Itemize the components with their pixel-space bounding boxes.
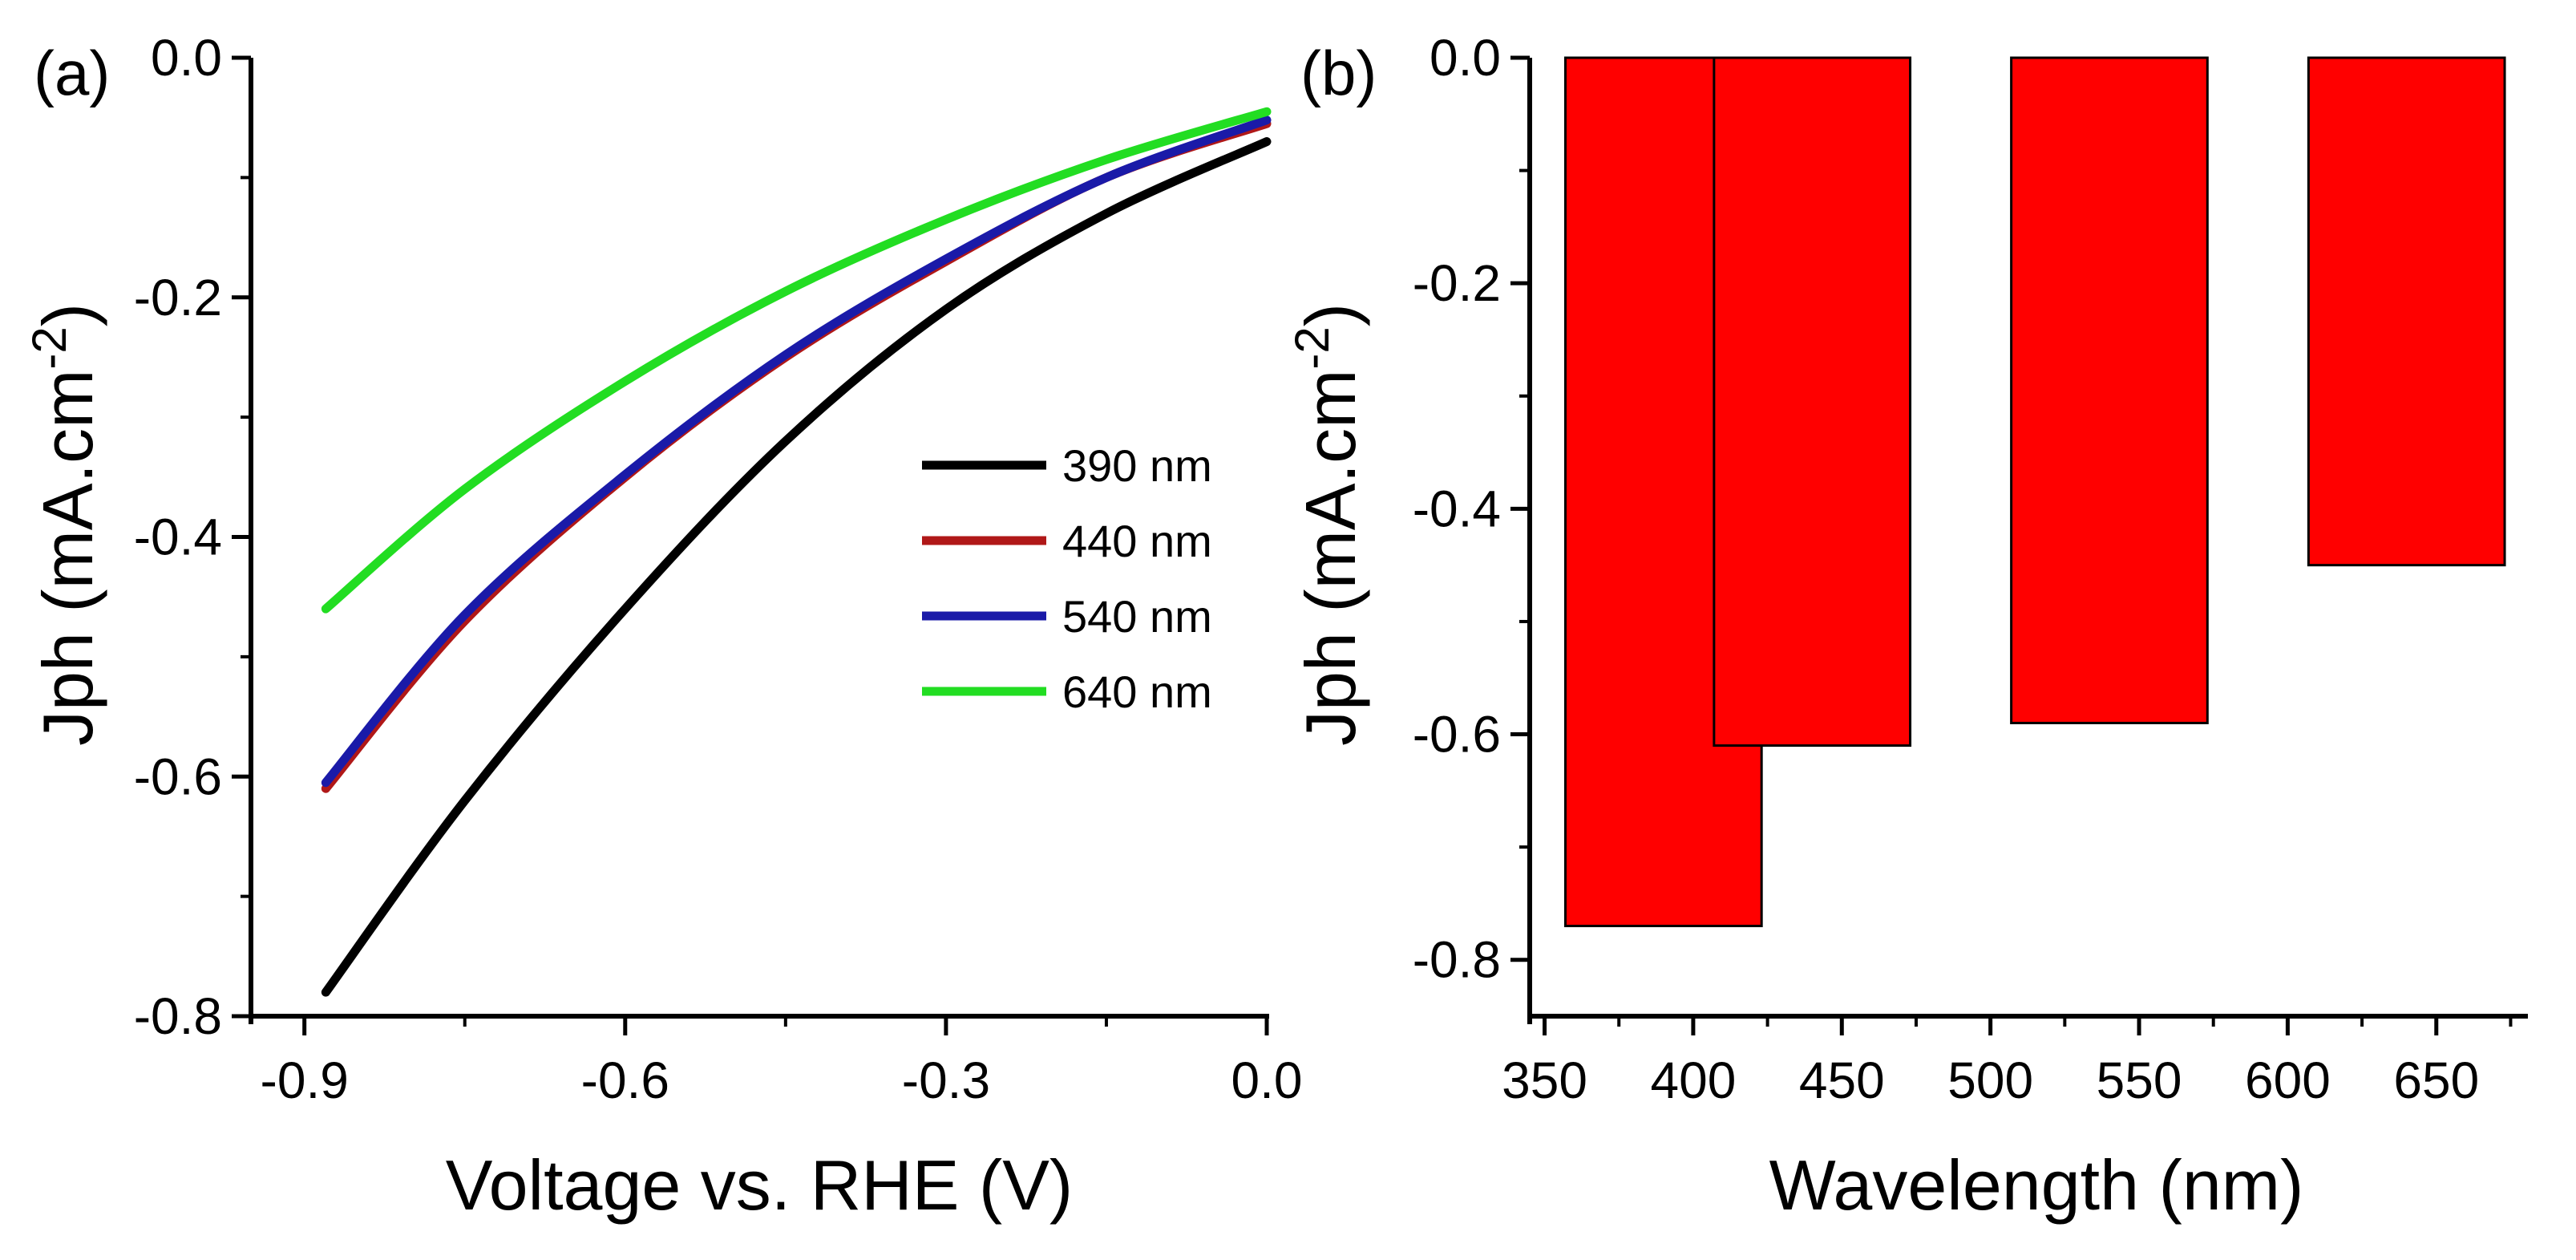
- legend-label-440-nm: 440 nm: [1062, 516, 1212, 566]
- panel-b-axes: 0.0 -0.2 -0.4 -0.6 -0.8 350 400 450 500 550 600 650: [1413, 29, 2528, 1109]
- panel-a-legend: 390 nm 440 nm 540 nm 640 nm: [922, 440, 1212, 717]
- series-line-390-nm: [321, 137, 1272, 997]
- legend-label-640-nm: 640 nm: [1062, 666, 1212, 717]
- panel-a-axes: 0.0 -0.2 -0.4 -0.6 -0.8 -0.9 -0.6 -0.3 0.0: [134, 29, 1303, 1109]
- panel-b-y-title-close: ): [1291, 303, 1370, 326]
- panel-a-y-tick-label: -0.4: [134, 508, 222, 566]
- panel-b-x-tick-label: 500: [1947, 1051, 2033, 1109]
- panel-b-y-tick-label: -0.6: [1413, 706, 1501, 764]
- panel-b-bar-chart: (b) Jph (mA.cm-2) Wavelength (nm) 0.0 -0.…: [1285, 29, 2528, 1225]
- panel-b-x-tick-label: 550: [2097, 1051, 2182, 1109]
- legend-label-390-nm: 390 nm: [1062, 440, 1212, 491]
- panel-a-x-tick-label: -0.9: [261, 1051, 349, 1109]
- panel-a-x-tick-label: 0.0: [1231, 1051, 1303, 1109]
- panel-b-x-tick-label: 650: [2393, 1051, 2479, 1109]
- svg-text:Jph (mA.cm-2): Jph (mA.cm-2): [1285, 303, 1371, 746]
- panel-b-x-tick-label: 450: [1799, 1051, 1885, 1109]
- panel-a-x-tick-label: -0.6: [581, 1051, 669, 1109]
- panel-a-y-tick-label: -0.8: [134, 987, 222, 1045]
- panel-a-y-title-main: Jph: [28, 632, 107, 746]
- bar-640-nm: [2307, 56, 2506, 567]
- panel-a-line-chart: (a) Jph (mA.cm-2) Voltage vs. RHE (V) 0.…: [22, 29, 1303, 1225]
- svg-text:Jph (mA.cm-2): Jph (mA.cm-2): [22, 303, 108, 746]
- panel-b-y-axis-title: Jph (mA.cm-2): [1285, 303, 1371, 746]
- panel-a-y-tick-label: -0.2: [134, 269, 222, 326]
- panel-a-series: [321, 107, 1272, 997]
- panel-a-label: (a): [34, 38, 110, 108]
- panel-b-bars: [1563, 56, 2506, 928]
- bar-440-nm: [1713, 56, 1912, 747]
- legend-label-540-nm: 540 nm: [1062, 591, 1212, 642]
- series-line-640-nm: [321, 107, 1272, 614]
- panel-a-y-tick-label: 0.0: [151, 29, 222, 87]
- panel-a-y-axis-title: Jph (mA.cm-2): [22, 303, 108, 746]
- panel-b-x-tick-label: 400: [1651, 1051, 1737, 1109]
- panel-b-y-title-exp: -2: [1285, 326, 1339, 369]
- panel-a-y-title-exp: -2: [22, 326, 76, 369]
- series-line-540-nm: [321, 115, 1272, 788]
- panel-b-x-tick-label: 350: [1502, 1051, 1587, 1109]
- panel-b-y-tick-label: -0.8: [1413, 931, 1501, 989]
- panel-b-y-tick-label: 0.0: [1430, 29, 1501, 87]
- panel-a-y-tick-label: -0.6: [134, 747, 222, 805]
- panel-b-x-tick-label: 600: [2245, 1051, 2331, 1109]
- panel-a-y-title-close: ): [28, 303, 107, 326]
- panel-a-x-tick-label: -0.3: [902, 1051, 990, 1109]
- bar-540-nm: [2010, 56, 2209, 724]
- panel-b-label: (b): [1300, 38, 1377, 108]
- panel-b-y-title-main: Jph: [1291, 632, 1370, 746]
- panel-b-x-axis-title: Wavelength (nm): [1769, 1145, 2304, 1225]
- panel-b-y-title-unit: (mA.cm: [1291, 370, 1370, 613]
- panel-b-y-tick-label: -0.2: [1413, 254, 1501, 312]
- panel-b-y-tick-label: -0.4: [1413, 480, 1501, 537]
- panel-a-y-title-unit: (mA.cm: [28, 370, 107, 613]
- panel-a-x-axis-title: Voltage vs. RHE (V): [446, 1145, 1074, 1225]
